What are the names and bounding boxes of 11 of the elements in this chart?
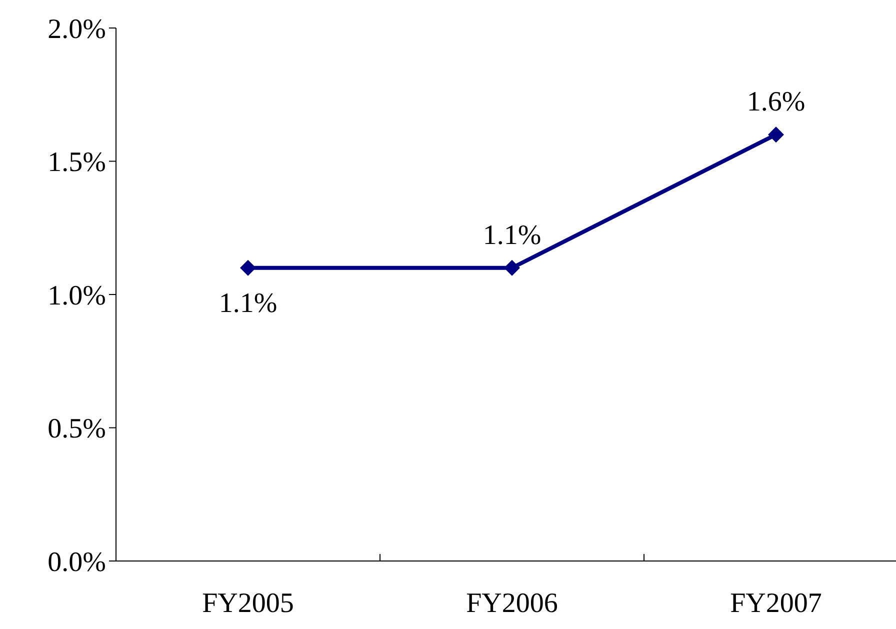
data-label: 1.1% [482,220,542,251]
data-label: 1.1% [218,288,278,319]
y-tick-label: 1.0% [48,280,106,312]
data-label: 1.6% [746,86,806,118]
x-tick-label: FY2005 [202,588,294,619]
y-tick-label: 1.5% [48,147,106,178]
y-tick-label: 0.5% [48,414,106,445]
y-tick-label: 0.0% [48,546,106,578]
x-tick-label: FY2006 [466,588,558,619]
y-tick-label: 2.0% [48,14,106,45]
x-tick-label: FY2007 [730,588,822,619]
